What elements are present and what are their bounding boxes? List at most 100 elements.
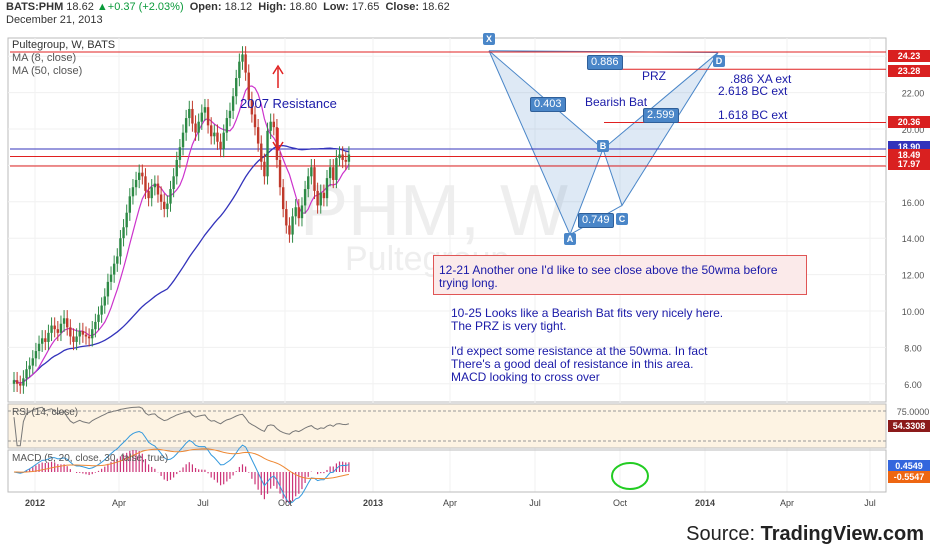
macd-frame [7, 449, 887, 493]
candle [100, 297, 103, 323]
source-prefix: Source: [686, 523, 756, 545]
candle-body [188, 108, 191, 119]
note-1025-line4: There's a good deal of resistance in thi… [451, 357, 694, 371]
candle [19, 375, 22, 394]
candle [109, 266, 113, 291]
candle-body [328, 167, 332, 179]
candle [278, 151, 282, 196]
candle [37, 335, 41, 360]
note-block-1025: 10-25 Looks like a Bearish Bat fits very… [451, 307, 723, 384]
candle-body [116, 256, 119, 264]
candle-body [106, 281, 110, 297]
candle-body [222, 132, 225, 150]
candle-body [62, 318, 66, 324]
candle [231, 88, 235, 119]
candle-body [288, 225, 291, 235]
note-1025-line5: MACD looking to cross over [451, 370, 600, 384]
candle-body [310, 167, 313, 177]
note-1025-line3: I'd expect some resistance at the 50wma.… [451, 344, 708, 358]
candle-body [12, 380, 16, 384]
candle [62, 310, 66, 332]
candle-body [181, 132, 185, 148]
candle [338, 146, 341, 167]
candle-body [325, 178, 329, 199]
candle-body [28, 365, 31, 370]
candle-body [100, 305, 103, 315]
candle [219, 133, 222, 158]
open-value: 18.12 [224, 1, 253, 13]
candle-body [316, 190, 319, 206]
candle [44, 330, 47, 351]
candle-body [112, 263, 116, 275]
candle [209, 117, 213, 145]
candle-body [238, 61, 241, 79]
candle-body [269, 121, 272, 131]
candle-body [247, 72, 250, 100]
candle-body [322, 192, 326, 199]
symbol[interactable]: BATS:PHM [6, 1, 64, 13]
candle [141, 164, 144, 185]
candle [269, 113, 272, 140]
rsi-path [13, 406, 350, 447]
candle [238, 53, 241, 87]
candle-body [56, 329, 60, 333]
candle-body [225, 118, 229, 133]
candle [87, 328, 91, 347]
candle-body [134, 179, 138, 188]
candle [119, 230, 122, 265]
candle [34, 342, 38, 367]
candle-body [332, 167, 335, 180]
candle [56, 321, 60, 342]
close-label: Close: [385, 1, 420, 13]
candle-body [216, 132, 219, 142]
candle [285, 200, 288, 234]
candle-body [206, 107, 210, 126]
legend: Pultegroup, W, BATS MA (8, close) MA (50… [12, 39, 168, 464]
level-tag-2328: 23.28 [888, 65, 930, 77]
candle-body [256, 127, 260, 144]
level-tag-1797: 17.97 [888, 158, 930, 170]
candle [188, 100, 191, 127]
candle [150, 179, 153, 207]
candle-body [209, 125, 213, 137]
candle [163, 193, 166, 218]
candle [225, 109, 229, 141]
candle [275, 118, 279, 169]
legend-title: Pultegroup, W, BATS [12, 39, 115, 51]
price-chart[interactable]: PHM, W Pultegroup 6.00 8.00 10.00 12.00 14.0… [0, 30, 932, 522]
candle [241, 46, 244, 70]
candle-body [147, 190, 150, 199]
candle [313, 159, 316, 200]
candle-body [338, 154, 341, 159]
legend-rsi: RSI (14, close) [12, 407, 78, 418]
candle-body [150, 187, 153, 199]
candle [78, 322, 81, 345]
point-d: D [713, 55, 725, 67]
candle [106, 273, 110, 305]
macd-cross-circle [611, 462, 649, 490]
candle-body [341, 154, 344, 160]
prz-label: PRZ [642, 69, 666, 83]
candle [244, 46, 247, 81]
ma50-line [13, 144, 350, 384]
candle [322, 184, 326, 207]
candle [15, 371, 19, 392]
candle [169, 180, 172, 212]
candle-body [159, 194, 163, 202]
candle [66, 310, 69, 336]
candle [103, 288, 106, 314]
bc-ext-label: 2.618 BC ext [718, 84, 788, 98]
candle [203, 98, 207, 121]
candle-body [231, 96, 235, 111]
candle [316, 182, 319, 214]
candle-body [285, 209, 288, 226]
candle [94, 313, 97, 338]
candle-body [235, 78, 238, 97]
candle [50, 317, 53, 342]
source-brand[interactable]: TradingView.com [760, 523, 924, 545]
candle-body [125, 212, 128, 228]
x-tick-label: 2014 [695, 498, 715, 508]
candle [191, 100, 194, 132]
x-tick-label: Apr [112, 498, 126, 508]
candle-body [97, 314, 100, 322]
